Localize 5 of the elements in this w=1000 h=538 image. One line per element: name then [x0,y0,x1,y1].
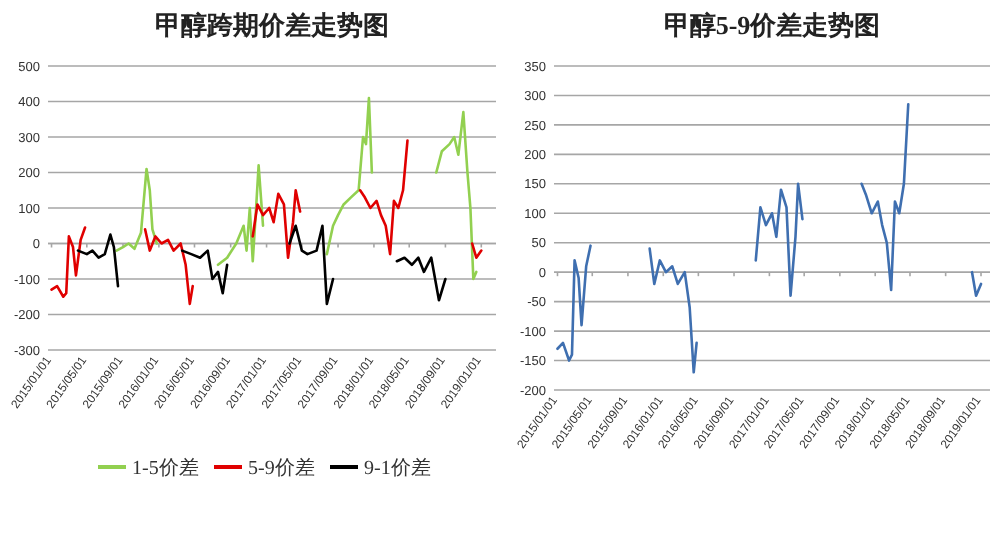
chart-title: 甲醇5-9价差走势图 [663,10,881,40]
legend-label: 9-1价差 [364,456,431,480]
legend-label: 1-5价差 [132,456,199,480]
legend-label: 5-9价差 [248,456,315,480]
chart-title: 甲醇跨期价差走势图 [155,10,389,40]
